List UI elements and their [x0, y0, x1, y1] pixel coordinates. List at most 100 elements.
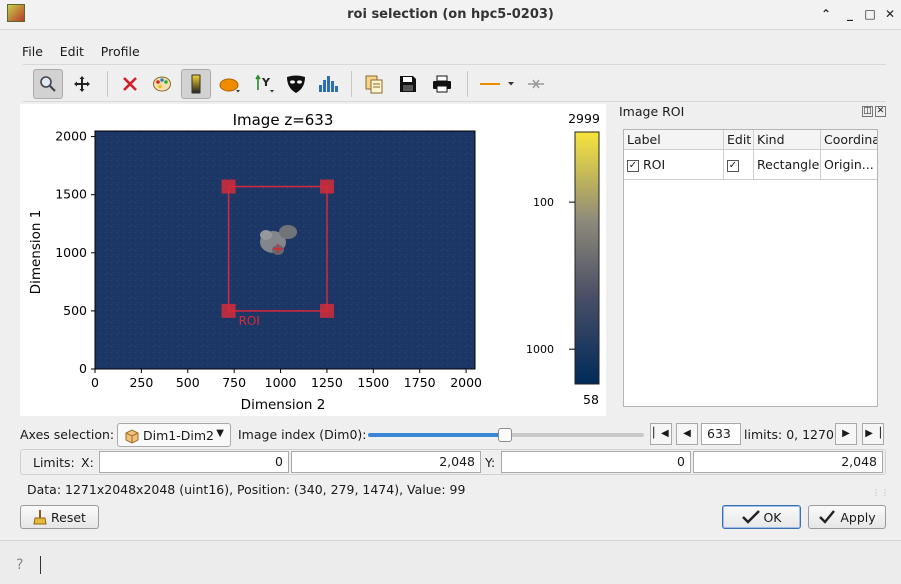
print-icon[interactable] — [427, 69, 457, 99]
menu-profile[interactable]: Profile — [100, 44, 140, 59]
minimize-icon[interactable]: ⌃ — [820, 7, 832, 21]
colorbar[interactable] — [574, 131, 600, 385]
size-grip[interactable]: ⋮⋮ — [872, 488, 890, 497]
y-max-input[interactable]: 2,048 — [693, 451, 883, 473]
roi-handle[interactable] — [221, 179, 236, 194]
apply-label: Apply — [840, 509, 876, 525]
roi-center-handle[interactable] — [272, 243, 283, 254]
plot-area[interactable]: Image z=633 ROI 0 250 500 750 1000 1250 1500 17… — [20, 104, 606, 416]
ok-button[interactable]: OK — [722, 505, 801, 529]
table-row[interactable]: ✓ ROI ✓ Rectangle Origin... — [624, 150, 877, 180]
line-style-icon[interactable] — [477, 69, 519, 99]
ok-label: OK — [763, 509, 782, 525]
apply-button[interactable]: Apply — [808, 505, 886, 529]
last-frame-button[interactable]: ▶▕ — [862, 423, 884, 445]
crosshair-icon[interactable] — [521, 69, 551, 99]
colorbar-icon[interactable] — [181, 69, 211, 99]
help-icon[interactable]: ? — [16, 557, 24, 573]
y-tick-label: 1000 — [55, 245, 87, 260]
index-limits-text: limits: 0, 1270 — [744, 427, 834, 442]
svg-text:Y: Y — [261, 76, 271, 89]
close-icon[interactable]: ✕ — [884, 7, 896, 21]
colorbar-tick-label: 1000 — [526, 343, 554, 356]
apply-check-icon — [819, 510, 836, 524]
col-kind[interactable]: Kind — [754, 130, 821, 150]
float-icon[interactable]: ◫ — [862, 106, 873, 117]
maximize-icon[interactable]: □ — [864, 7, 876, 21]
cube-icon — [125, 429, 139, 444]
text-cursor — [40, 556, 41, 574]
y-tick-label: 2000 — [55, 129, 87, 144]
axes-combo[interactable]: Dim1-Dim2 ▼ — [117, 423, 231, 447]
roi-table-header: Label Edit Kind Coordina — [624, 130, 877, 150]
next-frame-button[interactable]: ▶ — [835, 423, 857, 445]
roi-table[interactable]: Label Edit Kind Coordina ✓ ROI ✓ Rectangl… — [623, 129, 878, 407]
image-plot[interactable]: Image z=633 ROI 0 250 500 750 1000 1250 1500 17… — [20, 104, 606, 416]
x-tick-label: 1500 — [357, 375, 389, 390]
plot-frame — [94, 130, 476, 370]
roi-shape-icon[interactable] — [215, 69, 245, 99]
zoom-icon[interactable] — [33, 69, 63, 99]
roi-kind: Rectangle — [754, 150, 821, 179]
image-index-slider[interactable] — [368, 428, 644, 442]
colormap-icon[interactable] — [147, 69, 177, 99]
y-tick-label: 1500 — [55, 187, 87, 202]
roi-handle[interactable] — [221, 303, 236, 318]
roi-handle[interactable] — [319, 303, 334, 318]
restore-icon[interactable]: _ — [847, 7, 853, 21]
x-max-input[interactable]: 2,048 — [291, 451, 481, 473]
axes-selection-bar: Axes selection: Dim1-Dim2 ▼ Image index … — [0, 423, 901, 447]
colorbar-tick-label: 100 — [533, 196, 554, 209]
roi-coords[interactable]: Origin... — [821, 150, 877, 179]
plot-title: Image z=633 — [233, 111, 334, 129]
menu-file[interactable]: File — [22, 44, 43, 59]
col-coords[interactable]: Coordina — [821, 130, 877, 150]
x-tick-label: 1250 — [311, 375, 343, 390]
roi-rectangle[interactable] — [227, 185, 328, 312]
y-axis-icon[interactable]: Y — [249, 69, 279, 99]
image-index-label: Image index (Dim0): — [238, 427, 367, 442]
roi-edit-checkbox[interactable]: ✓ — [727, 159, 739, 172]
image-canvas[interactable] — [95, 131, 475, 369]
x-tick-label: 0 — [91, 375, 99, 390]
dock-close-icon[interactable]: ✕ — [875, 106, 886, 117]
x-tick-label: 250 — [129, 375, 153, 390]
x-limits-label: X: — [81, 455, 94, 470]
chevron-down-icon: ▼ — [216, 428, 224, 439]
x-tick-label: 2000 — [450, 375, 482, 390]
first-frame-button[interactable]: ▏◀ — [650, 423, 672, 445]
colorbar-max-label: 2999 — [568, 111, 600, 126]
x-tick-label: 500 — [176, 375, 200, 390]
x-tick-label: 1750 — [404, 375, 436, 390]
roi-plot-label: ROI — [239, 314, 260, 328]
histogram-icon[interactable] — [313, 69, 343, 99]
roi-label[interactable]: ROI — [643, 157, 666, 172]
roi-panel-title: Image ROI — [619, 104, 685, 119]
col-label[interactable]: Label — [624, 130, 724, 150]
slider-handle[interactable] — [498, 428, 513, 442]
x-min-input[interactable]: 0 — [99, 451, 289, 473]
copy-icon[interactable] — [359, 69, 389, 99]
prev-frame-button[interactable]: ◀ — [676, 423, 698, 445]
title-bar: roi selection (on hpc5-0203) ⌃ _ □ ✕ — [0, 0, 901, 30]
x-axis-label: Dimension 2 — [241, 397, 326, 413]
pan-icon[interactable] — [67, 69, 97, 99]
roi-visible-checkbox[interactable]: ✓ — [627, 159, 639, 172]
reset-button[interactable]: Reset — [20, 505, 99, 529]
y-tick-label: 500 — [63, 303, 87, 318]
image-index-input[interactable]: 633 — [701, 423, 741, 445]
limits-bar: Limits: X: 0 2,048 Y: 0 2,048 — [20, 449, 886, 475]
status-text: Data: 1271x2048x2048 (uint16), Position:… — [27, 482, 466, 497]
menu-edit[interactable]: Edit — [59, 44, 84, 59]
y-min-input[interactable]: 0 — [501, 451, 691, 473]
x-tick-label: 750 — [222, 375, 246, 390]
axes-combo-value: Dim1-Dim2 — [143, 428, 214, 443]
roi-handle[interactable] — [319, 179, 334, 194]
colorbar-min-label: 58 — [583, 392, 599, 407]
y-limits-label: Y: — [485, 455, 496, 470]
bottom-strip: ? — [0, 540, 901, 584]
mask-icon[interactable] — [281, 69, 311, 99]
clear-icon[interactable] — [115, 69, 145, 99]
save-icon[interactable] — [393, 69, 423, 99]
col-edit[interactable]: Edit — [724, 130, 754, 150]
